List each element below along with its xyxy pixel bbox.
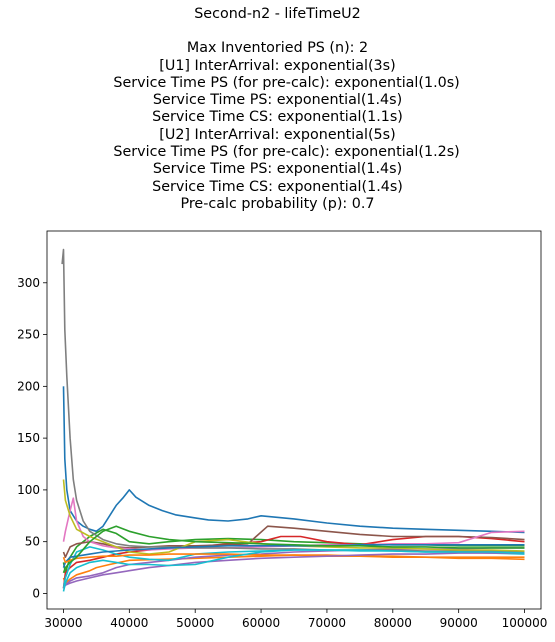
title-line: Second-n2 - lifeTimeU2 — [194, 6, 361, 22]
y-tick-label: 50 — [25, 535, 40, 549]
chart-title-block: Second-n2 - lifeTimeU2 Max Inventoried PS… — [0, 6, 555, 213]
title-line: Service Time CS: exponential(1.4s) — [152, 178, 403, 195]
title-line: Service Time PS (for pre-calc): exponent… — [95, 144, 460, 161]
series-line-2 — [62, 554, 525, 584]
y-tick-label: 200 — [17, 379, 40, 393]
series-layer — [61, 248, 525, 592]
series-line-6 — [62, 525, 525, 559]
x-tick-label: 70000 — [308, 616, 346, 630]
title-line: Service Time CS: exponential(1.1s) — [152, 109, 403, 126]
y-tick-label: 100 — [17, 483, 40, 497]
series-line-12 — [62, 553, 525, 564]
y-tick-label: 300 — [17, 276, 40, 290]
series-line-1 — [62, 386, 525, 534]
title-line: Service Time PS: exponential(1.4s) — [152, 161, 403, 178]
series-line-7 — [62, 497, 525, 551]
x-tick-label: 80000 — [374, 616, 412, 630]
y-tick-label: 250 — [17, 328, 40, 342]
series-line-8 — [61, 248, 525, 553]
title-line: [U2] InterArrival: exponential(5s) — [159, 126, 396, 143]
series-line-14 — [62, 552, 525, 589]
x-tick-label: 40000 — [110, 616, 148, 630]
series-line-15 — [62, 549, 525, 592]
title-line: Service Time PS (for pre-calc): exponent… — [95, 74, 460, 91]
series-line-11 — [62, 543, 525, 568]
title-line: Pre-calc probability (p): 0.7 — [180, 195, 375, 212]
title-line: [U1] InterArrival: exponential(3s) — [159, 57, 396, 74]
title-line: Service Time PS: exponential(1.4s) — [152, 92, 403, 109]
x-tick-label: 100000 — [502, 616, 548, 630]
x-tick-label: 30000 — [44, 616, 82, 630]
axes-layer: 30000 40000 50000 60000 70000 80000 90000 10000… — [17, 230, 548, 630]
x-tick-label: 50000 — [176, 616, 214, 630]
x-tick-label: 90000 — [440, 616, 478, 630]
y-tick-label: 150 — [17, 431, 40, 445]
plot-frame — [46, 230, 542, 610]
y-tick-label: 0 — [32, 586, 40, 600]
title-line: Max Inventoried PS (n): 2 — [186, 40, 369, 57]
series-line-13 — [62, 525, 525, 574]
x-tick-label: 60000 — [242, 616, 280, 630]
